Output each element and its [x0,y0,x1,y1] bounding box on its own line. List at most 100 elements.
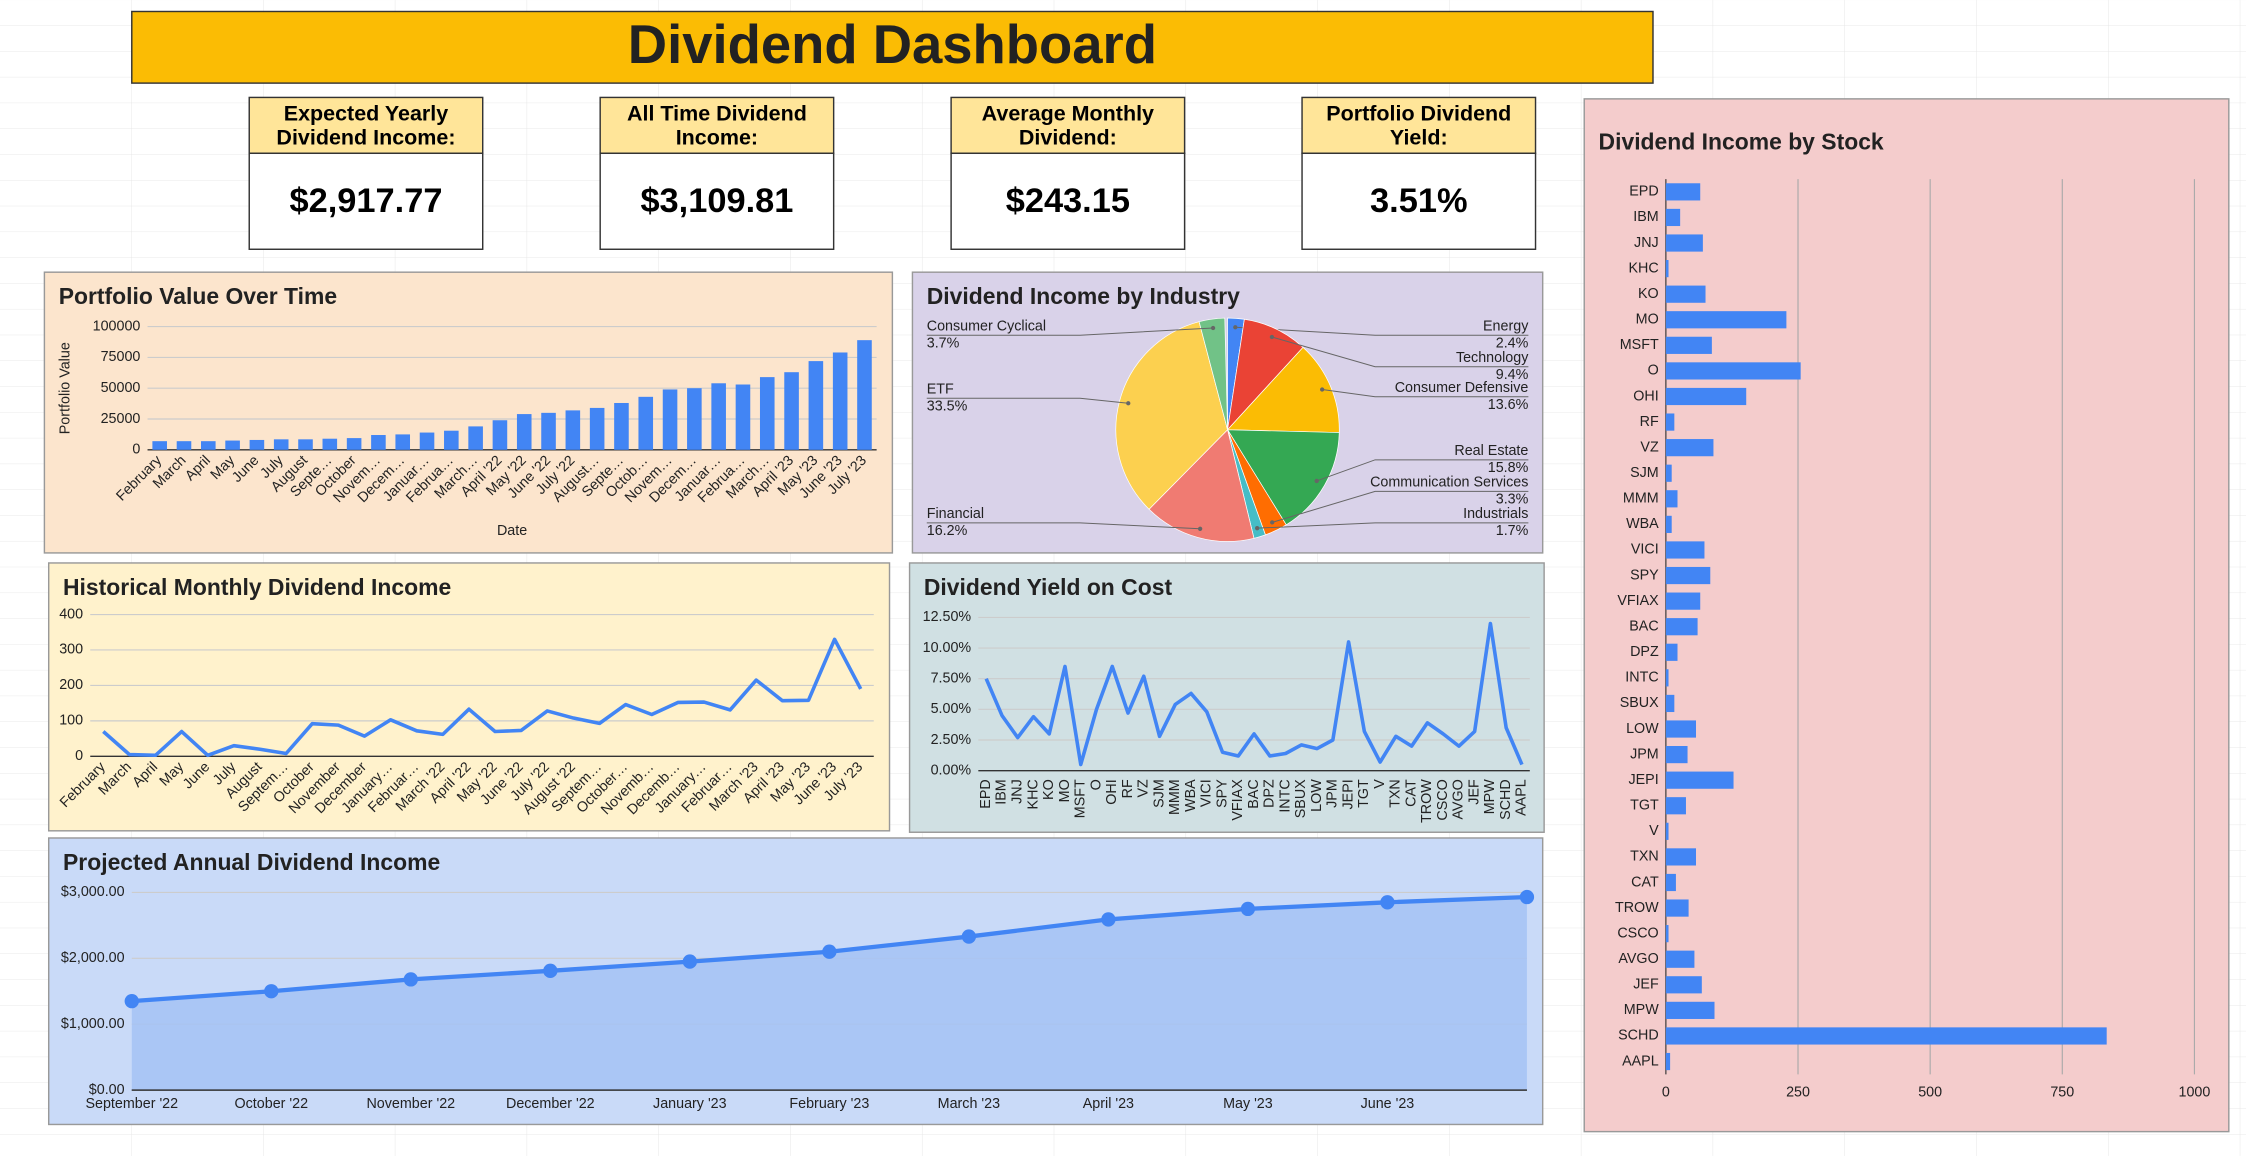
chart-title: Dividend Income by Industry [927,283,1240,309]
x-tick-label: KO [1041,779,1057,800]
leader-dot [1269,334,1275,340]
y-tick-label: MSFT [1620,337,1659,353]
x-tick-label: RF [1120,779,1136,798]
x-tick-label: INTC [1277,779,1293,812]
y-tick-label: 75000 [101,349,141,365]
x-axis-label: Date [497,523,527,539]
x-tick-label: EPD [978,779,994,808]
slice-value-label: 9.4% [1496,367,1529,383]
bar [541,412,556,450]
point [1380,895,1395,910]
bar [1665,950,1695,968]
y-tick-label: TGT [1630,798,1659,814]
card-body [599,152,835,250]
chart-title: Dividend Yield on Cost [924,574,1173,600]
bar [1665,260,1669,278]
card-value: $3,109.81 [640,181,794,220]
x-tick-label: MO [1057,779,1073,802]
y-tick-label: SBUX [1620,695,1659,711]
bar [1665,285,1706,303]
bar [516,414,532,450]
y-tick-label: INTC [1625,670,1658,686]
x-tick-label: SPY [1214,779,1230,808]
card-header [248,96,484,155]
bar [589,407,605,450]
bar [1665,362,1801,380]
bar [1665,234,1703,252]
leader-dot [1233,325,1238,330]
x-tick-label: MSFT [1073,779,1089,818]
y-tick-label: TXN [1630,849,1659,865]
y-tick-label: 12.50% [923,609,972,625]
x-tick-label: JPM [1325,779,1341,808]
x-tick-label: SJM [1151,779,1167,808]
bar [638,396,654,450]
x-tick-label: TXN [1388,779,1404,808]
bar [176,441,192,450]
y-tick-label: JEPI [1628,772,1658,788]
bar [395,434,411,450]
point [264,984,279,999]
chart-title: Dividend Income by Stock [1599,128,1884,154]
card-label-box: Average Monthly Dividend: [982,101,1154,150]
slice-value-label: 15.8% [1488,460,1529,476]
x-tick-label: MPW [1482,779,1498,814]
leader-dot [1197,526,1203,531]
bar [419,432,435,450]
leader-line [926,327,1214,336]
y-tick-label: VICI [1631,542,1659,558]
leader-line [1316,459,1529,482]
bar [711,383,726,450]
x-tick-label: January '23 [653,1096,727,1112]
bar [1665,925,1669,943]
card-value: $243.15 [1005,181,1130,220]
point [682,954,698,969]
point [1519,889,1535,905]
card-label: All Time Dividend Income: [626,101,807,150]
y-tick-label: O [1648,363,1659,379]
dashboard-title: Dividend Dashboard [628,14,1157,75]
bar [565,410,581,450]
y-tick-label: WBA [1626,516,1659,532]
title-bar [131,10,1654,84]
bar [1665,643,1678,661]
y-tick-label: 100 [59,713,83,729]
x-tick-label: June '23 [1361,1096,1415,1112]
bar [1665,822,1669,840]
y-tick-label: CSCO [1617,925,1658,941]
x-tick-label: WBA [1183,779,1199,812]
bar [346,438,362,450]
leader-dot [1126,401,1131,406]
leader-line [926,522,1201,530]
card-value-box: $243.15 [1005,181,1130,220]
x-tick-label: April '23 [1083,1096,1134,1112]
y-tick-label: LOW [1626,721,1659,737]
y-tick-label: 300 [59,642,83,658]
pie-slice [1115,321,1228,510]
y-tick-label: 5.00% [931,701,972,717]
slice-value-label: 16.2% [927,523,968,539]
y-tick-label: KO [1638,286,1659,302]
y-tick-label: MPW [1624,1002,1659,1018]
point [543,963,558,978]
y-tick-label: 50000 [101,380,141,396]
bar [152,441,167,450]
bar [1665,336,1712,354]
x-tick-label: VICI [1199,779,1215,807]
x-tick-label: OHI [1104,779,1120,804]
bar [1665,515,1672,533]
bar [201,441,216,450]
card-label: Portfolio Dividend Yield: [1326,101,1512,150]
point [403,972,418,987]
point [822,944,837,959]
leader-dot [1320,387,1325,392]
bar [468,426,483,450]
bar [1665,720,1697,738]
card-label-box: Expected Yearly Dividend Income: [276,101,455,150]
card-header [1301,96,1537,155]
x-tick-label: MMM [1167,779,1183,815]
x-tick-label: JEF [1466,779,1482,805]
x-tick-label: SBUX [1293,779,1309,818]
y-tick-label: 7.50% [931,670,972,686]
card-body [1301,152,1537,250]
